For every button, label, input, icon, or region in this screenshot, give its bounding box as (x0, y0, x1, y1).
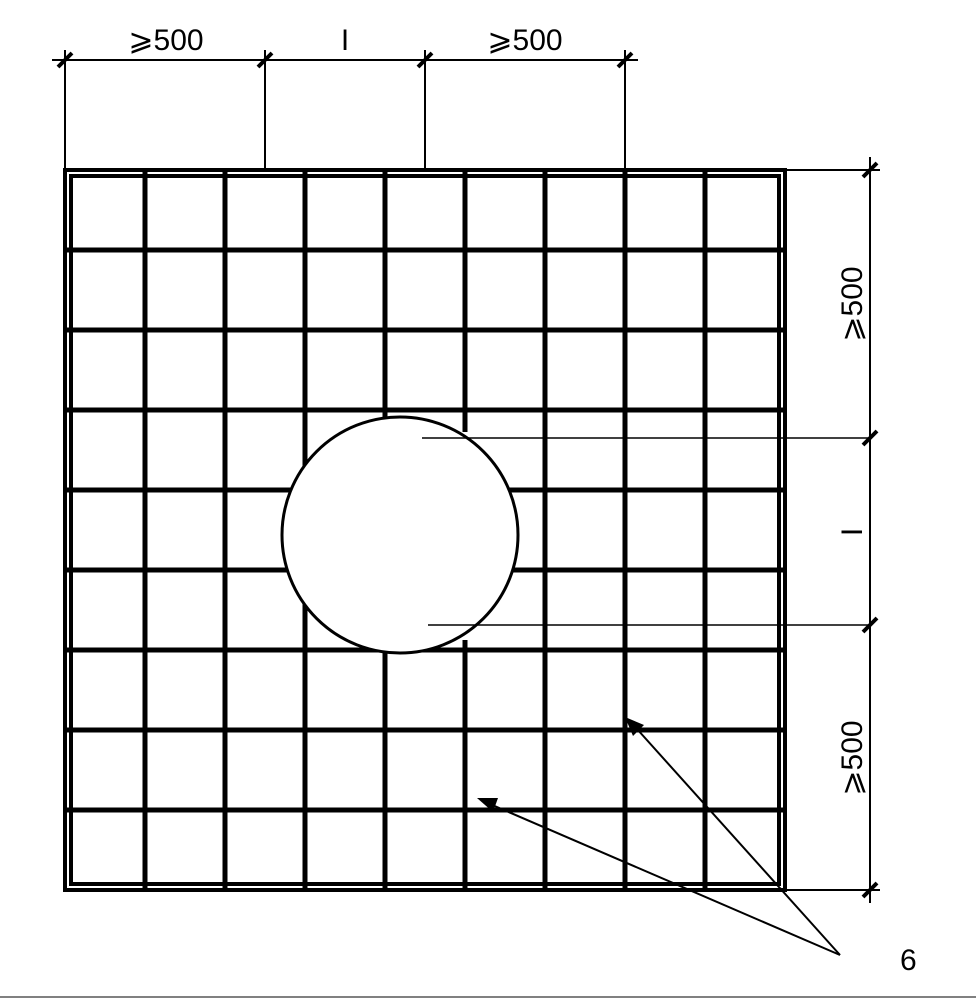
right-dim-3-label: ⩾500 (836, 720, 869, 795)
top-dim-3-label: ⩾500 (487, 24, 562, 57)
right-dim-2-label: I (836, 528, 869, 536)
reference-label: 6 (900, 944, 917, 977)
top-dim-1-label: ⩾500 (128, 24, 203, 57)
diagram-svg: ⩾500 I ⩾500 ⩾500 I ⩾500 6 (0, 0, 976, 1000)
top-dim-2-label: I (341, 24, 349, 57)
technical-diagram: ⩾500 I ⩾500 ⩾500 I ⩾500 6 (0, 0, 976, 1000)
right-dim-1-label: ⩾500 (836, 266, 869, 341)
right-dimensions: ⩾500 I ⩾500 (785, 157, 880, 903)
center-hole (282, 417, 518, 653)
top-dimensions: ⩾500 I ⩾500 (52, 24, 638, 170)
